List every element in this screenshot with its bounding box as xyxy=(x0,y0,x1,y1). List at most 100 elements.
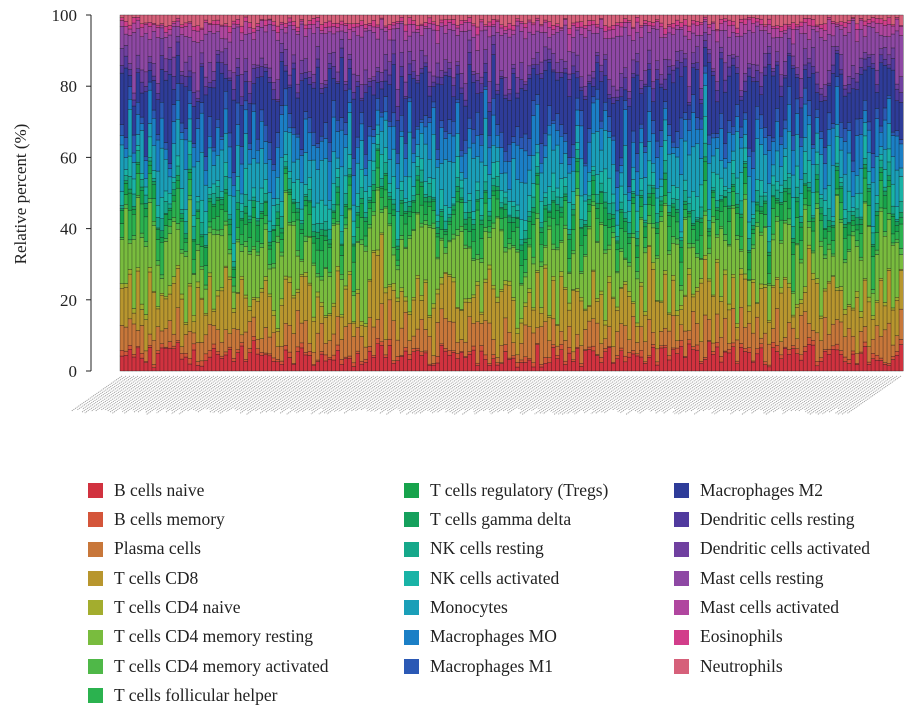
bar-segment xyxy=(603,31,608,39)
bar-segment xyxy=(878,180,884,209)
bar-segment xyxy=(579,34,584,77)
bar-segment xyxy=(511,246,516,298)
bar-segment xyxy=(770,164,776,177)
bar-segment xyxy=(467,22,473,31)
bar-segment xyxy=(579,86,584,91)
bar-segment xyxy=(603,252,608,321)
bar-segment xyxy=(343,228,349,287)
bar-segment xyxy=(703,142,708,158)
bar-segment xyxy=(363,30,369,71)
bar-segment xyxy=(335,186,341,193)
bar-segment xyxy=(475,135,481,157)
bar-segment xyxy=(527,138,532,156)
bar-segment xyxy=(854,14,860,25)
sample-bar xyxy=(559,14,564,372)
bar-segment xyxy=(806,337,812,345)
bar-segment xyxy=(655,361,660,366)
bar-segment xyxy=(343,356,349,359)
bar-segment xyxy=(119,26,125,49)
bar-segment xyxy=(219,209,225,230)
bar-segment xyxy=(459,172,465,181)
bar-segment xyxy=(631,73,636,78)
bar-segment xyxy=(575,14,580,23)
bar-segment xyxy=(611,14,616,26)
bar-segment xyxy=(419,169,425,183)
bar-segment xyxy=(531,362,536,368)
bar-segment xyxy=(179,24,185,28)
bar-segment xyxy=(878,34,884,49)
bar-segment xyxy=(667,135,672,155)
bar-segment xyxy=(215,234,221,291)
bar-segment xyxy=(503,172,508,193)
bar-segment xyxy=(483,86,489,90)
bar-segment xyxy=(275,359,281,363)
bar-segment xyxy=(655,222,660,229)
bar-segment xyxy=(499,27,504,36)
bar-segment xyxy=(451,238,457,278)
bar-segment xyxy=(435,233,441,238)
bar-segment xyxy=(715,234,720,238)
bar-segment xyxy=(307,284,313,344)
bar-segment xyxy=(651,205,656,224)
bar-segment xyxy=(663,205,668,271)
bar-segment xyxy=(123,157,129,170)
x-tick-label xyxy=(690,375,742,412)
bar-segment xyxy=(387,196,393,200)
bar-segment xyxy=(866,14,872,20)
bar-segment xyxy=(507,28,512,38)
x-tick-label xyxy=(582,375,634,412)
legend-swatch xyxy=(404,600,419,616)
bar-segment xyxy=(595,301,600,324)
bar-segment xyxy=(898,223,904,249)
bar-segment xyxy=(551,123,556,151)
bar-segment xyxy=(759,86,764,95)
bar-segment xyxy=(699,259,704,279)
bar-segment xyxy=(790,293,796,316)
bar-segment xyxy=(311,231,317,237)
bar-segment xyxy=(591,180,596,195)
bar-segment xyxy=(695,69,700,118)
bar-segment xyxy=(123,137,129,149)
bar-segment xyxy=(535,17,540,21)
bar-segment xyxy=(894,18,900,32)
bar-segment xyxy=(842,259,848,264)
bar-segment xyxy=(555,130,560,146)
bar-segment xyxy=(655,255,660,259)
bar-segment xyxy=(870,226,876,234)
bar-segment xyxy=(778,184,784,193)
bar-segment xyxy=(187,21,193,24)
bar-segment xyxy=(467,193,473,201)
bar-segment xyxy=(467,39,473,53)
bar-segment xyxy=(163,213,169,215)
bar-segment xyxy=(890,58,896,71)
bar-segment xyxy=(383,292,389,340)
bar-segment xyxy=(279,23,285,30)
bar-segment xyxy=(862,279,868,327)
bar-segment xyxy=(671,153,676,186)
bar-segment xyxy=(267,268,273,295)
bar-segment xyxy=(747,14,752,18)
bar-segment xyxy=(431,198,437,202)
bar-segment xyxy=(451,203,457,206)
bar-segment xyxy=(731,205,736,209)
bar-segment xyxy=(675,14,680,21)
bar-segment xyxy=(219,341,225,357)
bar-segment xyxy=(127,35,133,64)
bar-segment xyxy=(603,59,608,76)
bar-segment xyxy=(691,112,696,148)
x-tick-label xyxy=(638,375,694,415)
bar-segment xyxy=(747,67,752,77)
bar-segment xyxy=(279,105,285,115)
bar-segment xyxy=(715,237,720,260)
bar-segment xyxy=(551,172,556,192)
bar-segment xyxy=(850,307,856,311)
bar-segment xyxy=(766,24,772,34)
bar-segment xyxy=(671,315,676,349)
bar-segment xyxy=(203,284,209,290)
bar-segment xyxy=(163,142,169,150)
bar-segment xyxy=(207,24,213,32)
bar-segment xyxy=(818,318,824,341)
bar-segment xyxy=(439,189,445,210)
bar-segment xyxy=(607,347,612,372)
bar-segment xyxy=(327,53,333,64)
